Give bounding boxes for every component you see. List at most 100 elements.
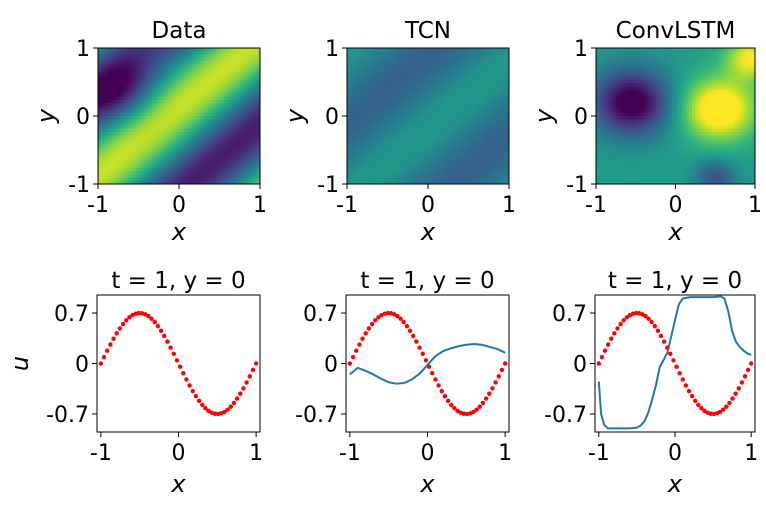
heatmap-cell xyxy=(492,122,497,127)
heatmap-cell xyxy=(698,51,703,56)
heatmap-cell xyxy=(199,112,204,117)
heatmap-cell xyxy=(448,122,453,127)
heatmap-cell xyxy=(219,90,224,94)
heatmap-cell xyxy=(185,48,190,52)
heatmap-cell xyxy=(485,67,490,72)
heatmap-cell xyxy=(738,67,743,72)
heatmap-cell xyxy=(678,54,683,59)
heatmap-cell xyxy=(596,80,600,85)
heatmap-cell xyxy=(243,54,248,59)
heatmap-cell xyxy=(675,73,680,78)
heatmap-cell xyxy=(128,103,133,107)
heatmap-cell xyxy=(718,48,723,52)
heatmap-cell xyxy=(165,64,170,69)
heatmap-cell xyxy=(738,77,743,81)
heatmap-cell xyxy=(138,86,143,91)
heatmap-cell xyxy=(192,161,197,166)
heatmap-cell xyxy=(458,57,463,62)
heatmap-cell xyxy=(407,132,412,137)
heatmap-cell xyxy=(253,161,258,166)
heatmap-cell xyxy=(738,90,743,94)
heatmap-cell xyxy=(374,51,378,56)
heatmap-cell xyxy=(471,48,476,52)
heatmap-cell xyxy=(192,57,197,62)
heatmap-cell xyxy=(216,125,221,130)
heatmap-cell xyxy=(599,77,604,81)
heatmap-cell xyxy=(377,112,382,117)
heatmap-cell xyxy=(141,48,146,52)
heatmap-cell xyxy=(622,80,627,85)
heatmap-cell xyxy=(605,96,610,101)
heatmap-cell xyxy=(219,174,224,179)
heatmap-cell xyxy=(209,161,214,166)
heatmap-cell xyxy=(206,96,210,101)
heatmap-cell xyxy=(475,145,480,149)
heatmap-cell xyxy=(189,177,194,182)
heatmap-cell xyxy=(602,57,607,62)
heatmap-cell xyxy=(128,174,133,179)
heatmap-cell xyxy=(367,171,372,175)
heatmap-cell xyxy=(152,128,156,133)
heatmap-cell xyxy=(347,67,351,72)
heatmap-cell xyxy=(458,122,463,127)
heatmap-cell xyxy=(226,180,231,184)
x-tick-label: 0 xyxy=(421,193,435,218)
heatmap-cell xyxy=(216,106,221,111)
heatmap-cell xyxy=(417,180,422,184)
heatmap-cell xyxy=(397,60,402,65)
heatmap-cell xyxy=(370,54,375,59)
heatmap-cell xyxy=(458,86,463,91)
heatmap-cell xyxy=(688,90,693,94)
heatmap-cell xyxy=(363,80,368,85)
heatmap-cell xyxy=(675,93,680,98)
heatmap-cell xyxy=(125,154,129,159)
heatmap-cell xyxy=(635,109,640,114)
heatmap-cell xyxy=(404,135,409,140)
heatmap-cell xyxy=(401,128,405,133)
heatmap-cell xyxy=(114,77,119,81)
heatmap-cell xyxy=(185,83,190,88)
heatmap-cell xyxy=(682,73,687,78)
heatmap-cell xyxy=(256,116,260,120)
heatmap-cell xyxy=(165,106,170,111)
heatmap-cell xyxy=(441,171,446,175)
heatmap-cell xyxy=(715,80,720,85)
heatmap-cell xyxy=(256,106,260,111)
heatmap-cell xyxy=(363,119,368,124)
heatmap-cell xyxy=(104,128,109,133)
heatmap-cell xyxy=(148,158,153,162)
heatmap-cell xyxy=(162,96,167,101)
heatmap-cell xyxy=(421,116,426,120)
heatmap-cell xyxy=(421,174,426,179)
heatmap-cell xyxy=(495,103,500,107)
heatmap-cell xyxy=(465,132,470,137)
heatmap-cell xyxy=(394,103,399,107)
heatmap-cell xyxy=(256,67,260,72)
heatmap-cell xyxy=(233,93,237,98)
heatmap-cell xyxy=(390,93,395,98)
heatmap-cell xyxy=(128,93,133,98)
heatmap-cell xyxy=(111,80,116,85)
heatmap-cell xyxy=(135,177,140,182)
heatmap-cell xyxy=(448,167,453,172)
heatmap-cell xyxy=(428,132,432,137)
heatmap-cell xyxy=(209,125,214,130)
heatmap-cell xyxy=(256,86,260,91)
heatmap-cell xyxy=(482,90,486,94)
heatmap-cell xyxy=(353,64,358,69)
heatmap-cell xyxy=(407,167,412,172)
heatmap-cell xyxy=(367,154,372,159)
heatmap-cell xyxy=(394,48,399,52)
heatmap-cell xyxy=(199,51,204,56)
heatmap-cell xyxy=(182,48,187,52)
heatmap-cell xyxy=(688,86,693,91)
heatmap-cell xyxy=(108,112,113,117)
heatmap-cell xyxy=(209,90,214,94)
heatmap-cell xyxy=(212,57,217,62)
heatmap-cell xyxy=(665,77,670,81)
heatmap-cell xyxy=(471,109,476,114)
heatmap-cell xyxy=(256,73,260,78)
heatmap-cell xyxy=(121,158,126,162)
heatmap-cell xyxy=(236,90,241,94)
heatmap-cell xyxy=(360,80,365,85)
